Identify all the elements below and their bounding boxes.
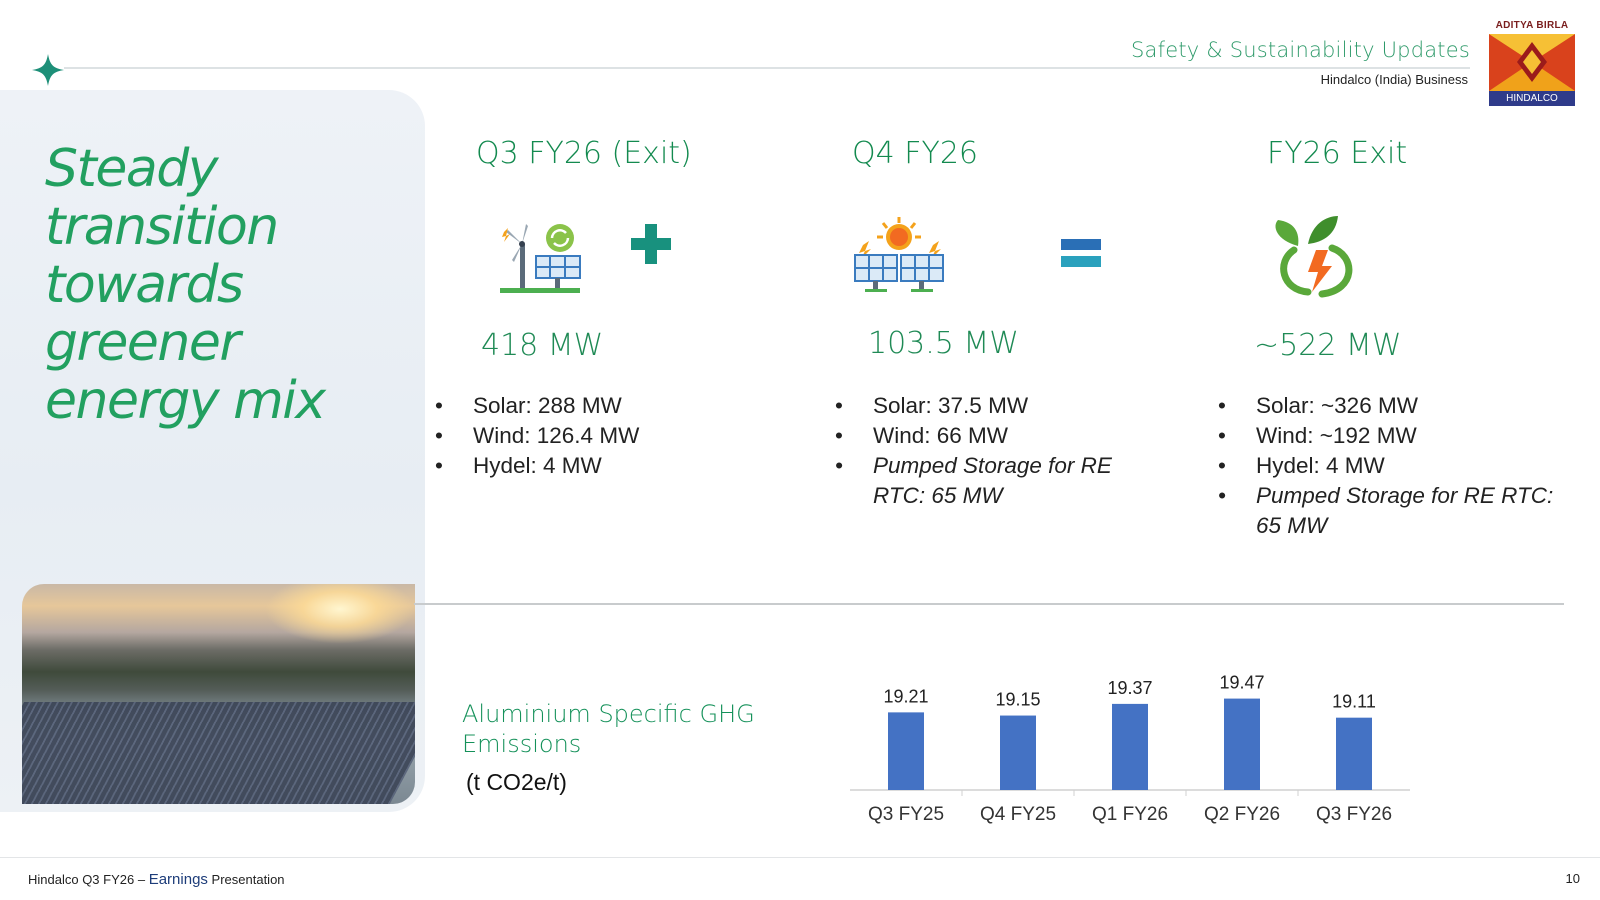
- list-item: Pumped Storage for RE RTC: 65 MW: [835, 451, 1135, 511]
- floating-panels: [22, 702, 415, 804]
- list-item: Pumped Storage for RE RTC: 65 MW: [1218, 481, 1578, 541]
- capacity-q3: 418 MW: [481, 328, 604, 363]
- floating-solar-photo: [22, 584, 415, 804]
- footer-divider: [0, 857, 1600, 858]
- x-tick-label: Q3 FY26: [1316, 804, 1392, 825]
- section-divider: [414, 603, 1564, 605]
- header-divider: [64, 67, 1470, 69]
- equals-icon: [1061, 239, 1101, 267]
- chart-bar: [1000, 715, 1036, 790]
- chart-bar: [1224, 698, 1260, 790]
- business-label: Hindalco (India) Business: [1320, 72, 1468, 87]
- data-label: 19.15: [995, 690, 1040, 710]
- list-item: Hydel: 4 MW: [435, 451, 765, 481]
- green-energy-icon: [1275, 216, 1353, 298]
- x-tick-label: Q3 FY25: [868, 804, 944, 825]
- data-label: 19.47: [1219, 673, 1264, 693]
- column-title-q4: Q4 FY26: [852, 136, 978, 171]
- ghg-unit: (t CO2e/t): [466, 769, 567, 795]
- page-number: 10: [1565, 871, 1580, 886]
- data-label: 19.11: [1332, 692, 1376, 712]
- chart-bar: [1336, 717, 1372, 790]
- data-label: 19.37: [1107, 678, 1152, 698]
- capacity-fy26: ~522 MW: [1254, 328, 1402, 363]
- slide-headline: Steady transition towards greener energy…: [45, 139, 326, 431]
- list-item: Wind: 126.4 MW: [435, 421, 765, 451]
- x-tick-label: Q4 FY25: [980, 804, 1056, 825]
- aditya-birla-logo: ADITYA BIRLA HINDALCO: [1489, 20, 1575, 106]
- section-title: Safety & Sustainability Updates: [1131, 38, 1470, 62]
- logo-emblem-icon: [1489, 34, 1575, 91]
- ghg-title: Aluminium Specific GHG Emissions: [462, 700, 755, 758]
- list-item: Hydel: 4 MW: [1218, 451, 1578, 481]
- bullets-q3: Solar: 288 MW Wind: 126.4 MW Hydel: 4 MW: [435, 391, 765, 481]
- sunset-glow: [265, 584, 415, 644]
- capacity-q4: 103.5 MW: [868, 326, 1019, 361]
- x-tick-label: Q1 FY26: [1092, 804, 1168, 825]
- footer-text: Hindalco Q3 FY26 – Earnings Presentation: [28, 871, 285, 888]
- sparkle-icon: [32, 54, 64, 86]
- ghg-bar-chart: 19.21 Q3 FY25 19.15 Q4 FY25 19.37 Q1 FY26 19.4…: [850, 673, 1410, 825]
- footer-earnings: Earnings: [148, 871, 208, 888]
- list-item: Wind: 66 MW: [835, 421, 1135, 451]
- list-item: Wind: ~192 MW: [1218, 421, 1578, 451]
- data-label: 19.21: [883, 686, 928, 706]
- logo-bottom-text: HINDALCO: [1489, 91, 1575, 106]
- list-item: Solar: 288 MW: [435, 391, 765, 421]
- x-tick-label: Q2 FY26: [1204, 804, 1280, 825]
- wind-solar-icon: [500, 224, 581, 293]
- list-item: Solar: 37.5 MW: [835, 391, 1135, 421]
- chart-bar: [1112, 703, 1148, 790]
- plus-icon: [631, 224, 671, 264]
- footer-prefix: Hindalco Q3 FY26 –: [28, 872, 146, 887]
- bullets-fy26: Solar: ~326 MW Wind: ~192 MW Hydel: 4 MW…: [1218, 391, 1578, 541]
- chart-bar: [888, 712, 924, 790]
- sun-solar-panels-icon: [854, 217, 944, 292]
- list-item: Solar: ~326 MW: [1218, 391, 1578, 421]
- logo-top-text: ADITYA BIRLA: [1495, 20, 1569, 31]
- column-title-fy26: FY26 Exit: [1267, 136, 1408, 171]
- bullets-q4: Solar: 37.5 MW Wind: 66 MW Pumped Storag…: [835, 391, 1135, 511]
- column-title-q3: Q3 FY26 (Exit): [476, 136, 692, 171]
- footer-suffix: Presentation: [211, 872, 285, 887]
